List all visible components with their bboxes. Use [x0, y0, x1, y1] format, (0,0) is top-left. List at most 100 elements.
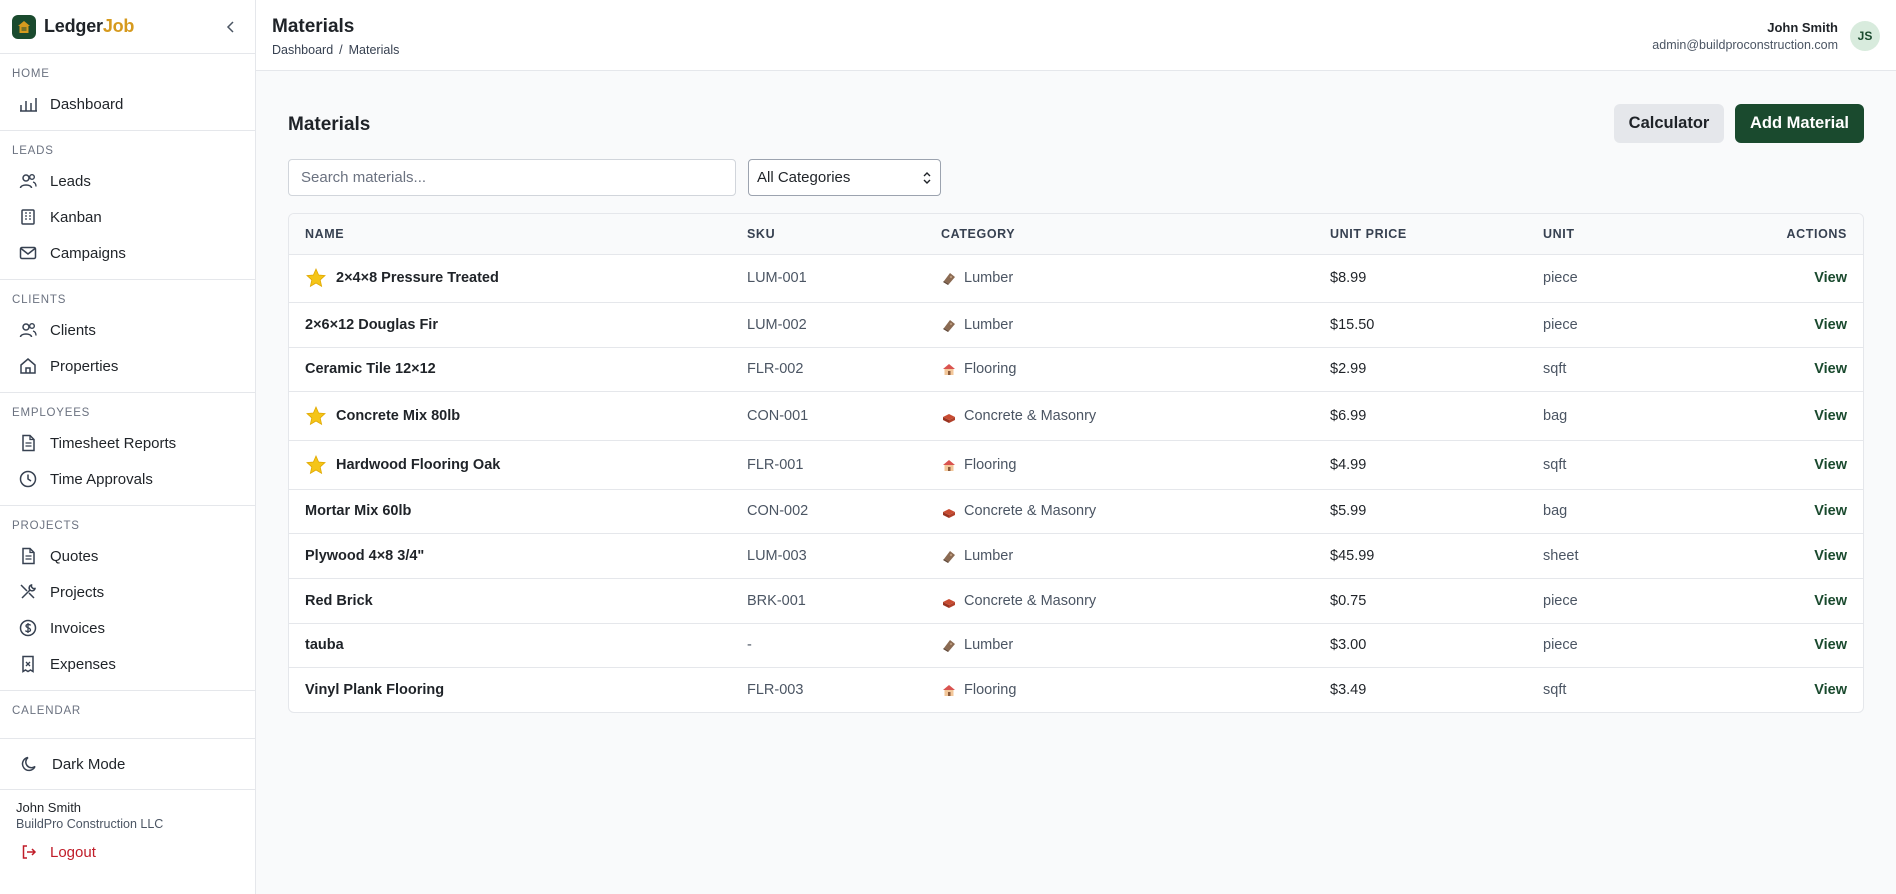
material-category: Flooring: [964, 681, 1017, 698]
material-category: Lumber: [964, 270, 1014, 286]
material-name-wrap: Red Brick: [305, 593, 747, 609]
materials-table: NAME SKU CATEGORY UNIT PRICE UNIT ACTION…: [288, 213, 1864, 713]
material-unit: sheet: [1543, 533, 1645, 579]
receipt-icon: [22, 655, 34, 673]
sidebar-item-label: Dashboard: [50, 95, 124, 113]
sidebar-item-dashboard[interactable]: Dashboard: [0, 86, 255, 122]
mail-icon: [19, 246, 37, 260]
flooring-icon: [943, 459, 955, 471]
materials-heading: Materials: [288, 114, 371, 135]
material-name: 2×4×8 Pressure Treated: [336, 270, 499, 286]
sidebar-item-label: Quotes: [50, 547, 99, 565]
material-sku: LUM-003: [747, 533, 941, 579]
view-material-link[interactable]: View: [1814, 503, 1847, 519]
avatar[interactable]: JS: [1850, 21, 1880, 51]
search-input[interactable]: [288, 159, 736, 196]
material-category: Lumber: [964, 637, 1014, 653]
sidebar-item-invoices[interactable]: Invoices: [0, 610, 255, 646]
column-header-actions: ACTIONS: [1644, 214, 1863, 255]
material-category-wrap: Lumber: [941, 317, 1330, 333]
view-material-link[interactable]: View: [1814, 637, 1847, 653]
material-unit-price: $5.99: [1330, 489, 1543, 534]
material-unit-price: $0.75: [1330, 578, 1543, 624]
material-category-wrap: Concrete & Masonry: [941, 503, 1330, 519]
sidebar-item-label: Time Approvals: [50, 470, 153, 488]
material-actions-cell: View: [1644, 533, 1863, 579]
lumber-icon: [943, 273, 955, 285]
material-sku: LUM-001: [747, 254, 941, 303]
material-actions-cell: View: [1644, 489, 1863, 534]
sidebar-item-properties[interactable]: Properties: [0, 348, 255, 384]
view-material-link[interactable]: View: [1814, 316, 1847, 333]
material-name: Mortar Mix 60lb: [305, 503, 412, 519]
sidebar-item-timesheet-reports[interactable]: Timesheet Reports: [0, 425, 255, 461]
sidebar-item-label: Kanban: [50, 208, 102, 226]
sidebar-nav: HOME Dashboard LEADS Leads Kanban Campaigns CL…: [0, 54, 255, 717]
sidebar-item-clients[interactable]: Clients: [0, 312, 255, 348]
sidebar-item-projects[interactable]: Projects: [0, 574, 255, 610]
material-name: tauba: [305, 637, 344, 653]
material-name-wrap: Vinyl Plank Flooring: [305, 682, 747, 698]
material-name-cell: Concrete Mix 80lb: [289, 391, 747, 441]
brand-name-part1: Ledger: [44, 16, 103, 36]
category-select[interactable]: All Categories: [748, 159, 941, 196]
material-name-cell: Vinyl Plank Flooring: [289, 667, 747, 712]
material-sku: BRK-001: [747, 578, 941, 624]
material-actions-cell: View: [1644, 302, 1863, 348]
material-category-wrap: Flooring: [941, 457, 1330, 473]
material-name-cell: tauba: [289, 623, 747, 668]
material-name-cell: Red Brick: [289, 578, 747, 624]
collapse-sidebar-button[interactable]: [219, 15, 243, 39]
sidebar-item-time-approvals[interactable]: Time Approvals: [0, 461, 255, 497]
material-unit: piece: [1543, 302, 1645, 348]
material-sku: LUM-002: [747, 302, 941, 348]
breadcrumb-dashboard[interactable]: Dashboard: [272, 43, 334, 57]
table-row: Hardwood Flooring Oak FLR-001 Flooring $4.9…: [289, 440, 1863, 490]
sidebar-item-label: Leads: [50, 172, 91, 190]
sidebar-item-quotes[interactable]: Quotes: [0, 538, 255, 574]
material-category: Concrete & Masonry: [964, 592, 1097, 609]
home-icon: [20, 358, 36, 374]
material-name: Hardwood Flooring Oak: [336, 456, 501, 473]
view-material-link[interactable]: View: [1814, 270, 1847, 286]
material-name-wrap: Plywood 4×8 3/4": [305, 548, 747, 564]
view-material-link[interactable]: View: [1814, 547, 1847, 564]
material-name-wrap: 2×4×8 Pressure Treated: [305, 267, 747, 289]
logout-label: Logout: [50, 843, 96, 861]
view-material-link[interactable]: View: [1814, 681, 1847, 698]
view-material-link[interactable]: View: [1814, 361, 1847, 377]
material-category: Lumber: [964, 547, 1014, 564]
calculator-button[interactable]: Calculator: [1614, 104, 1724, 143]
header-user-name: John Smith: [1767, 20, 1838, 35]
material-sku: -: [747, 623, 941, 668]
dollar-circle-icon: [19, 619, 37, 637]
brand: LedgerJob: [0, 0, 255, 54]
breadcrumb-materials: Materials: [348, 43, 400, 57]
material-unit-price: $45.99: [1330, 533, 1543, 579]
category-select-value: All Categories: [757, 169, 851, 186]
sidebar-user: John Smith BuildPro Construction LLC: [0, 790, 255, 831]
material-category-wrap: Lumber: [941, 548, 1330, 564]
material-name: Red Brick: [305, 592, 373, 609]
add-material-button[interactable]: Add Material: [1735, 104, 1864, 143]
star-icon: [306, 454, 326, 474]
view-material-link[interactable]: View: [1814, 592, 1847, 609]
view-material-link[interactable]: View: [1814, 407, 1847, 424]
material-category-cell: Concrete & Masonry: [941, 489, 1330, 534]
sidebar-item-kanban[interactable]: Kanban: [0, 199, 255, 235]
page-title: Materials: [272, 16, 355, 37]
sidebar-user-name: John Smith: [16, 800, 82, 815]
nav-section-label: CALENDAR: [12, 705, 82, 717]
sidebar-item-leads[interactable]: Leads: [0, 163, 255, 199]
material-name-cell: Plywood 4×8 3/4": [289, 533, 747, 579]
logout-button[interactable]: Logout: [0, 831, 255, 873]
material-actions-cell: View: [1644, 391, 1863, 441]
view-material-link[interactable]: View: [1814, 456, 1847, 473]
nav-section-calendar: CALENDAR: [0, 691, 255, 717]
sidebar-item-expenses[interactable]: Expenses: [0, 646, 255, 682]
material-actions-cell: View: [1644, 667, 1863, 712]
material-unit-price: $6.99: [1330, 391, 1543, 441]
material-name-cell: Ceramic Tile 12×12: [289, 347, 747, 392]
dark-mode-toggle[interactable]: Dark Mode: [0, 738, 255, 790]
sidebar-item-campaigns[interactable]: Campaigns: [0, 235, 255, 271]
